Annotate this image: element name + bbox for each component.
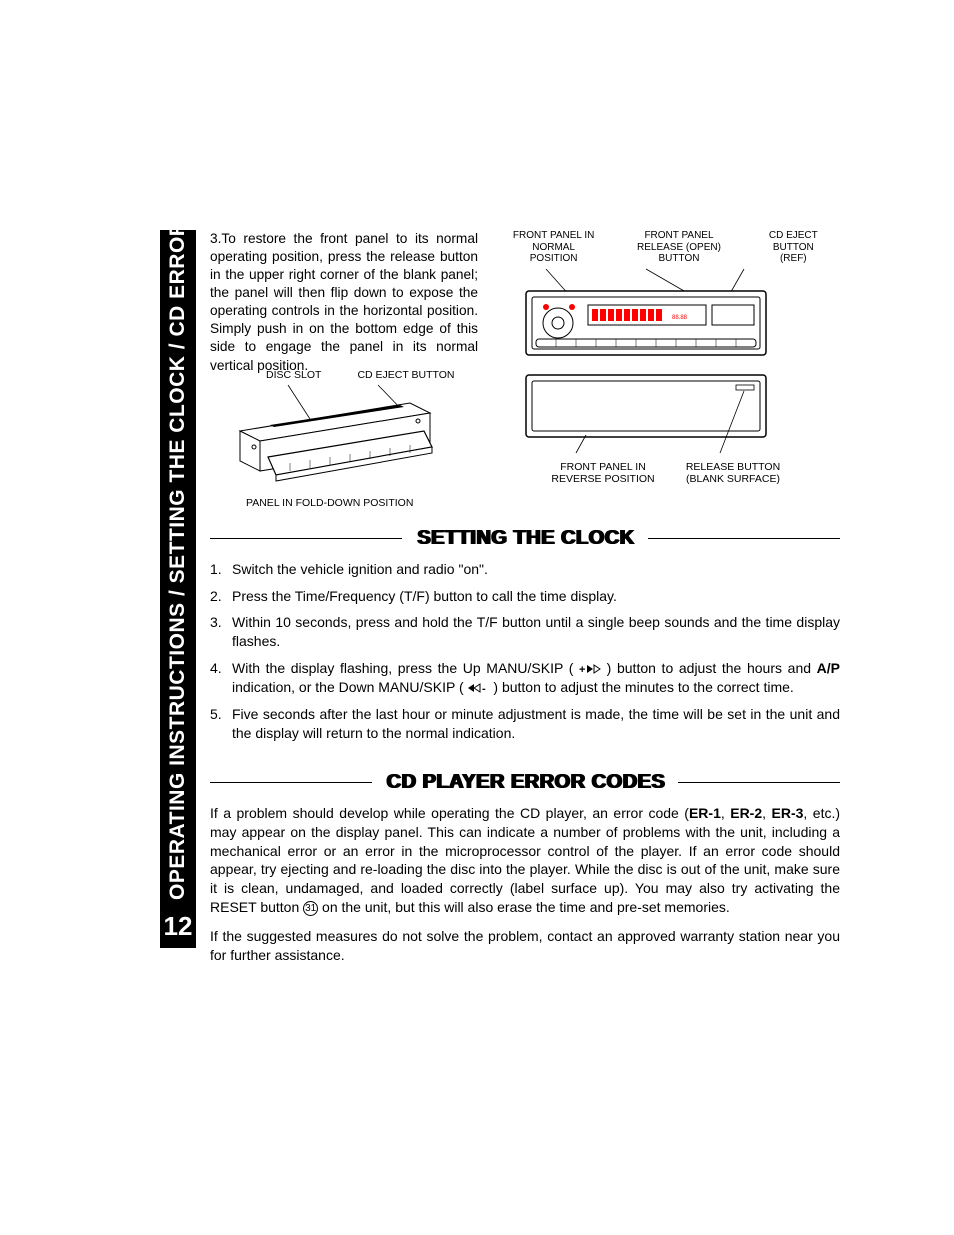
step-text: Five seconds after the last hour or minu… [232, 705, 840, 743]
step-text: Switch the vehicle ignition and radio "o… [232, 560, 840, 579]
step-text: Press the Time/Frequency (T/F) button to… [232, 587, 840, 606]
fold-down-svg [210, 383, 460, 493]
error-codes-paragraph-2: If the suggested measures do not solve t… [210, 927, 840, 965]
sidebar-title: OPERATING INSTRUCTIONS / SETTING THE CLO… [166, 137, 190, 900]
diagram-front-panel: FRONT PANEL IN NORMAL POSITION FRONT PAN… [496, 230, 840, 485]
section-title: CD PLAYER ERROR CODES [372, 771, 679, 794]
intro-step-number: 3. [210, 231, 221, 246]
step-text: With the display flashing, press the Up … [232, 659, 840, 697]
page-number: 12 [160, 911, 196, 942]
sidebar: OPERATING INSTRUCTIONS / SETTING THE CLO… [160, 230, 196, 948]
section-title: SETTING THE CLOCK [402, 527, 647, 550]
diagram-label: CD EJECT BUTTON (REF) [758, 230, 828, 265]
intro-paragraph: 3.To restore the front panel to its norm… [210, 230, 478, 375]
svg-text:88.88: 88.88 [672, 315, 688, 321]
error-codes-paragraph-1: If a problem should develop while operat… [210, 804, 840, 917]
intro-step-text: To restore the front panel to its normal… [210, 231, 478, 373]
diagram-caption: PANEL IN FOLD-DOWN POSITION [246, 497, 480, 509]
step-number: 2. [210, 587, 232, 606]
diagram-label: FRONT PANEL IN REVERSE POSITION [548, 461, 658, 485]
step-number: 5. [210, 705, 232, 743]
list-item: 2.Press the Time/Frequency (T/F) button … [210, 587, 840, 606]
main-content: 3.To restore the front panel to its norm… [210, 230, 840, 965]
diagram-label: FRONT PANEL RELEASE (OPEN) BUTTON [633, 230, 725, 265]
svg-text:-: - [482, 683, 486, 693]
diagram-label: FRONT PANEL IN NORMAL POSITION [508, 230, 600, 265]
svg-text:+: + [579, 664, 585, 674]
list-item: 5.Five seconds after the last hour or mi… [210, 705, 840, 743]
step-text: Within 10 seconds, press and hold the T/… [232, 613, 840, 651]
step-number: 3. [210, 613, 232, 651]
list-item: 4.With the display flashing, press the U… [210, 659, 840, 697]
diagram-label: RELEASE BUTTON (BLANK SURFACE) [678, 461, 788, 485]
section-heading-errors: CD PLAYER ERROR CODES [210, 771, 840, 794]
step-number: 4. [210, 659, 232, 697]
diagram-fold-down: DISC SLOT CD EJECT BUTTON [210, 369, 480, 509]
list-item: 3.Within 10 seconds, press and hold the … [210, 613, 840, 651]
section-heading-clock: SETTING THE CLOCK [210, 527, 840, 550]
step-number: 1. [210, 560, 232, 579]
diagram-label: CD EJECT BUTTON [357, 369, 454, 381]
list-item: 1.Switch the vehicle ignition and radio … [210, 560, 840, 579]
front-panel-svg: 88.88 [496, 267, 796, 457]
clock-steps-list: 1.Switch the vehicle ignition and radio … [210, 560, 840, 743]
diagram-label: DISC SLOT [266, 369, 321, 381]
